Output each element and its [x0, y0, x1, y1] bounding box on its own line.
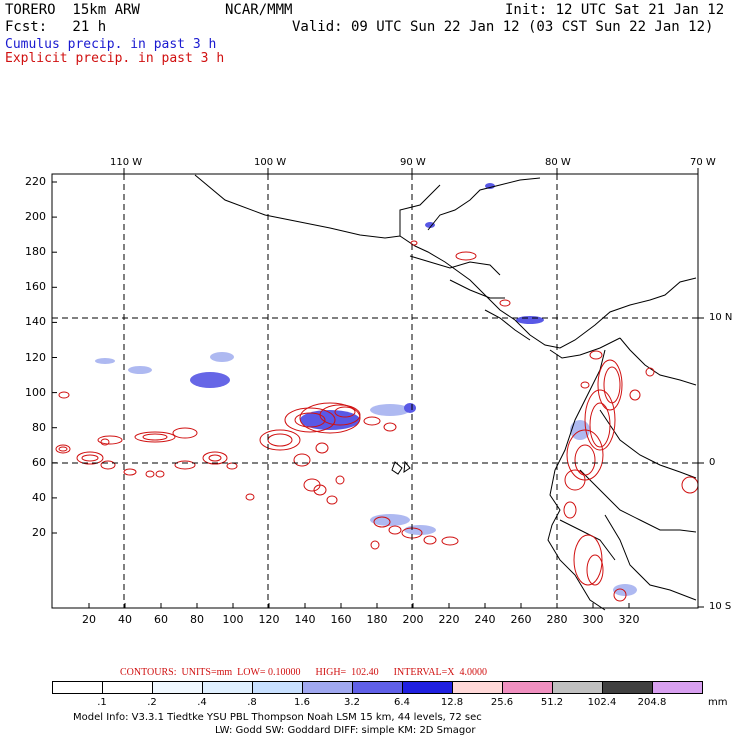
x-tick-label: 280 [546, 613, 568, 626]
model-title: TORERO 15km ARW [5, 2, 140, 18]
colorbar-tick-label: 6.4 [394, 697, 410, 708]
init-time: Init: 12 UTC Sat 21 Jan 12 [505, 2, 725, 18]
colorbar-cell [502, 681, 553, 694]
colorbar-cell [652, 681, 703, 694]
explicit-precip [55, 240, 699, 602]
cumulus-legend: Cumulus precip. in past 3 h [5, 37, 217, 52]
colorbar-cell [602, 681, 653, 694]
x-tick-label: 40 [118, 613, 132, 626]
colorbar-cell [552, 681, 603, 694]
colorbar-tick-label: 51.2 [540, 697, 564, 708]
x-tick-label: 200 [402, 613, 424, 626]
x-tick-label: 140 [294, 613, 316, 626]
lat-label-10n: 10 N [709, 312, 733, 323]
y-tick-label: 180 [25, 245, 46, 259]
colorbar-tick-label: .8 [247, 697, 257, 708]
x-tick-label: 160 [330, 613, 352, 626]
contour-info: CONTOURS: UNITS=mm LOW= 0.10000 HIGH= 10… [120, 667, 487, 678]
colorbar-tick-label: 3.2 [344, 697, 360, 708]
y-tick-label: 140 [25, 315, 46, 329]
y-tick-label: 120 [25, 350, 46, 364]
colorbar-cell [452, 681, 503, 694]
colorbar-cell [252, 681, 303, 694]
x-tick-label: 100 [222, 613, 244, 626]
lat-label-0: 0 [709, 457, 716, 468]
y-tick-label: 60 [32, 455, 46, 469]
organization: NCAR/MMM [225, 2, 293, 18]
colorbar-tick-label: .2 [147, 697, 157, 708]
colorbar-cell [102, 681, 153, 694]
colorbar-cell [152, 681, 203, 694]
model-info: Model Info: V3.3.1 Tiedtke YSU PBL Thomp… [73, 712, 482, 723]
valid-time: Valid: 09 UTC Sun 22 Jan 12 (03 CST Sun … [292, 19, 714, 35]
lon-label-110w: 110 W [110, 157, 143, 168]
forecast-hour: Fcst: 21 h [5, 19, 107, 35]
colorbar-tick-label: .1 [97, 697, 107, 708]
colorbar-unit: mm [708, 697, 728, 708]
colorbar-cell [352, 681, 403, 694]
x-tick-label: 260 [510, 613, 532, 626]
x-tick-label: 120 [258, 613, 280, 626]
colorbar-cell [402, 681, 453, 694]
colorbar-tick-label: 12.8 [440, 697, 464, 708]
x-tick-label: 240 [474, 613, 496, 626]
x-tick-label: 60 [154, 613, 168, 626]
x-tick-label: 320 [618, 613, 640, 626]
y-tick-label: 80 [32, 420, 46, 434]
colorbar-cell [302, 681, 353, 694]
lon-label-80w: 80 W [545, 157, 571, 168]
colorbar-cell [202, 681, 253, 694]
physics-info: LW: Godd SW: Goddard DIFF: simple KM: 2D… [215, 725, 476, 736]
x-tick-label: 300 [582, 613, 604, 626]
colorbar-tick-label: 1.6 [294, 697, 310, 708]
lat-label-10s: 10 S [709, 601, 732, 612]
colorbar-tick-label: 204.8 [637, 697, 667, 708]
colorbar-tick-label: .4 [197, 697, 207, 708]
colorbar-tick-label: 102.4 [587, 697, 617, 708]
x-tick-label: 80 [190, 613, 204, 626]
y-tick-label: 160 [25, 280, 46, 294]
x-tick-label: 180 [366, 613, 388, 626]
y-tick-label: 100 [25, 385, 46, 399]
colorbar-tick-label: 25.6 [490, 697, 514, 708]
explicit-legend: Explicit precip. in past 3 h [5, 51, 225, 66]
y-tick-label: 20 [32, 526, 46, 539]
colorbar-cell [52, 681, 103, 694]
lon-label-100w: 100 W [254, 157, 287, 168]
x-tick-label: 20 [82, 613, 96, 626]
y-tick-label: 220 [25, 175, 46, 188]
lon-label-90w: 90 W [400, 157, 426, 168]
cumulus-precip [95, 183, 637, 596]
lon-label-70w: 70 W [690, 157, 716, 168]
y-tick-label: 40 [32, 490, 46, 504]
x-tick-label: 220 [438, 613, 460, 626]
y-tick-label: 200 [25, 210, 46, 224]
